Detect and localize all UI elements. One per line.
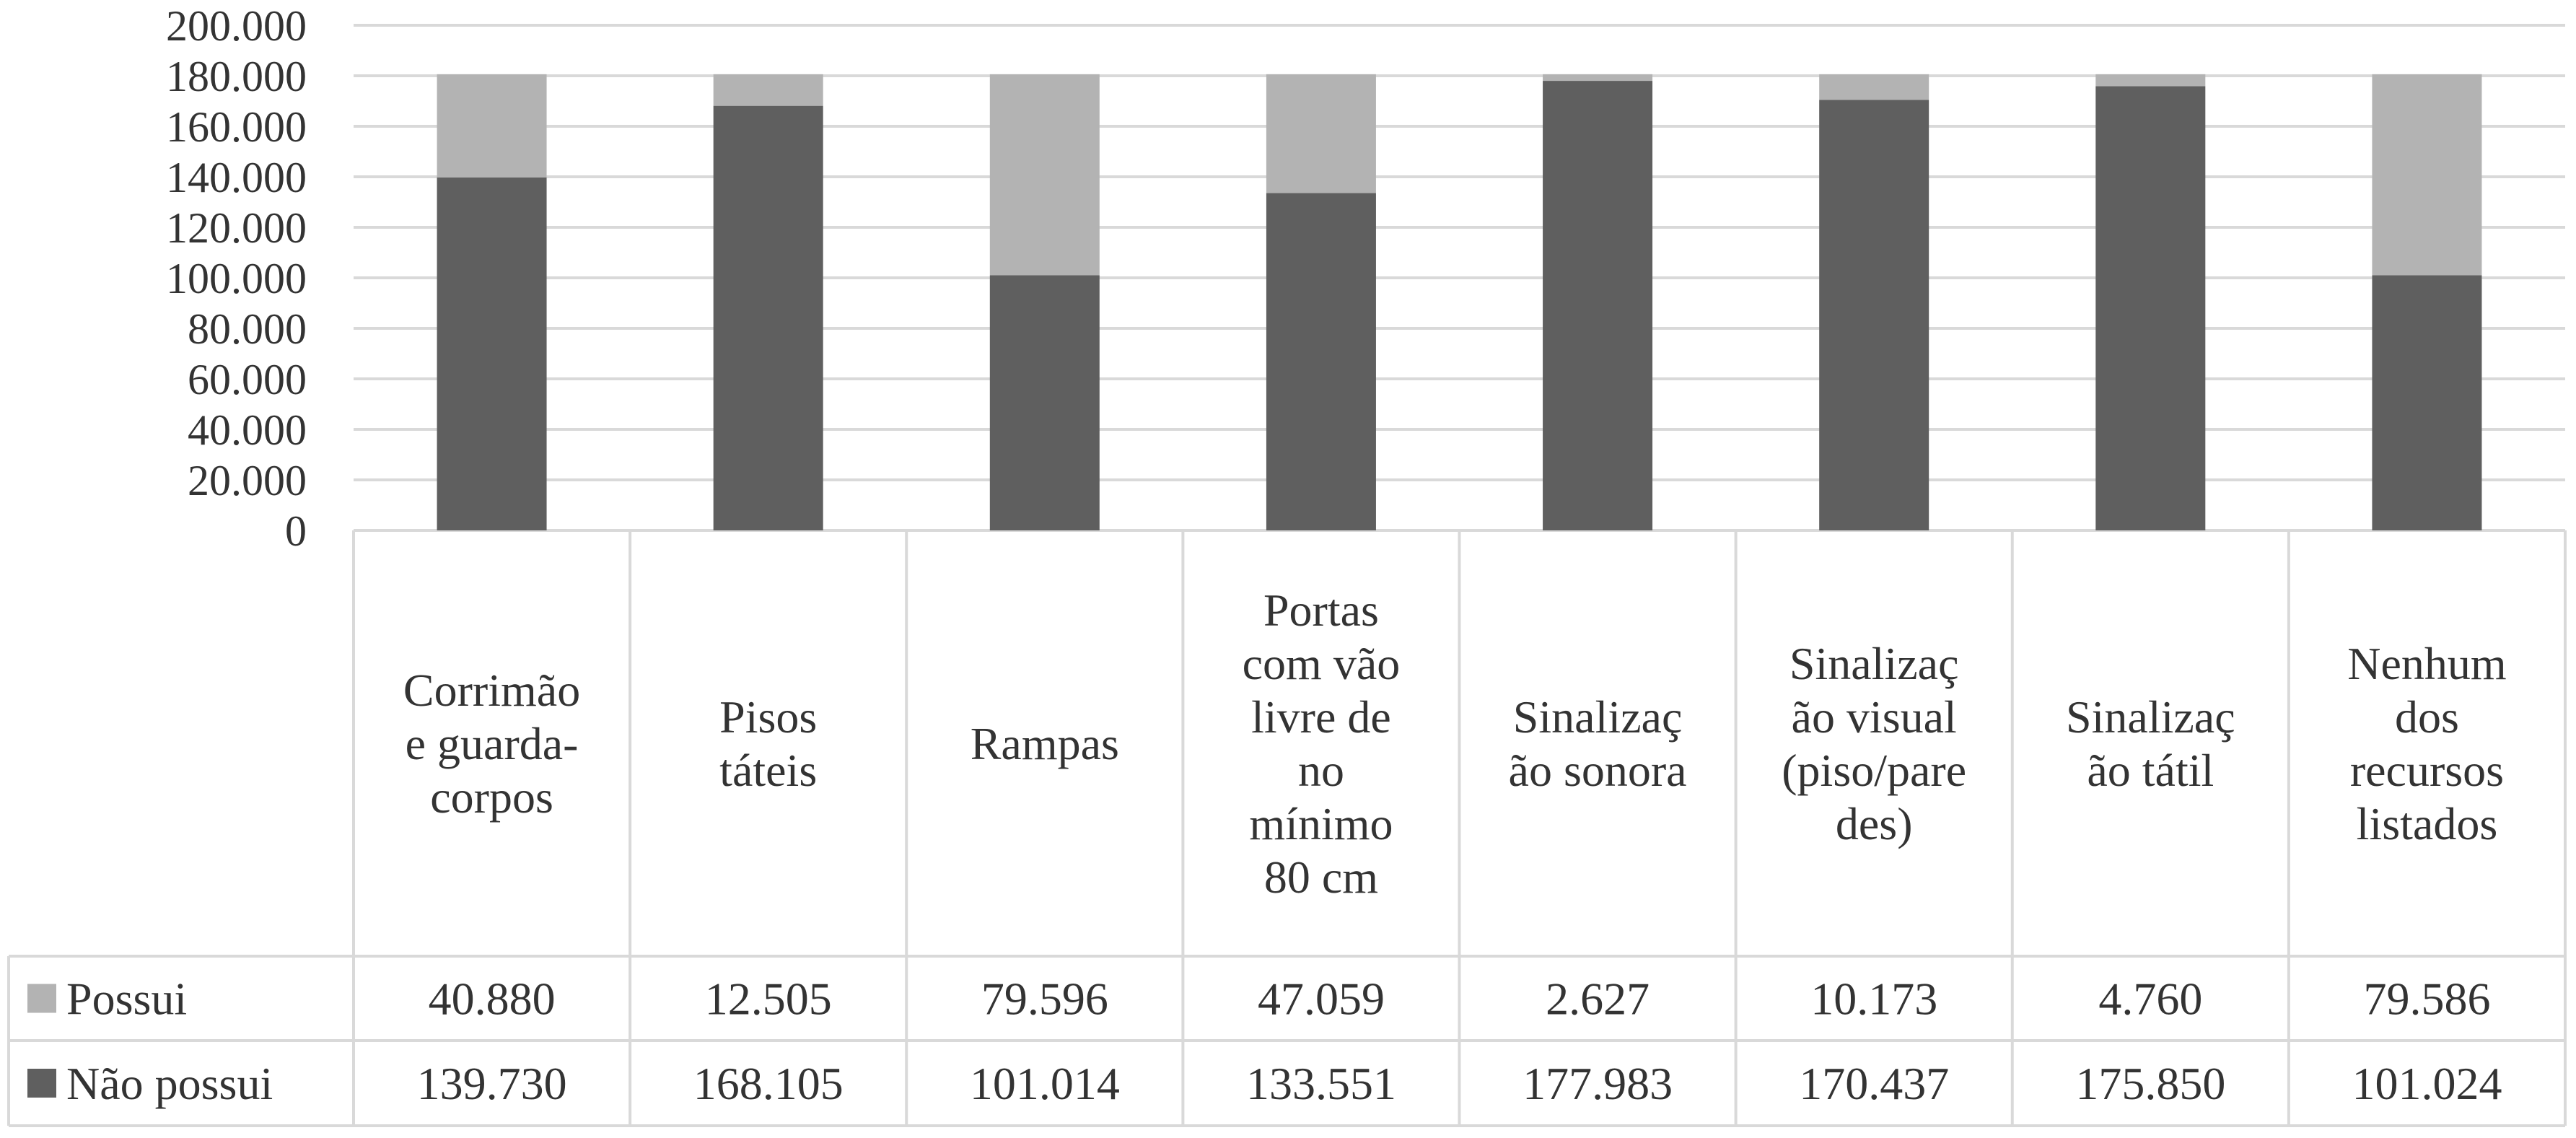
x-category-label: Pisos táteis: [719, 691, 817, 796]
x-category-label: Corrimão e guarda-corpos: [403, 665, 580, 823]
data-label: 177.983: [1523, 1058, 1673, 1109]
bar-nao-possui: [989, 275, 1100, 530]
bar-possui: [437, 74, 547, 178]
y-tick-label: 60.000: [188, 356, 307, 403]
data-label: 47.059: [1258, 973, 1385, 1025]
y-tick-label: 0: [285, 507, 307, 555]
data-label: 40.880: [429, 973, 556, 1025]
data-label: 133.551: [1246, 1058, 1396, 1109]
data-label: 170.437: [1799, 1058, 1949, 1109]
data-label: 101.014: [970, 1058, 1120, 1109]
bar-nao-possui: [2372, 275, 2482, 530]
bar-nao-possui: [1266, 193, 1376, 530]
x-category-label: Sinalizaç ão visual (piso/pare des): [1782, 638, 1966, 849]
legend-label: Não possui: [66, 1058, 273, 1109]
x-category-label: Nenhum dos recursos listados: [2347, 638, 2506, 849]
y-tick-label: 80.000: [188, 305, 307, 353]
x-category-label: Sinalizaç ão sonora: [1509, 691, 1687, 796]
data-label: 2.627: [1546, 973, 1650, 1025]
data-table: Corrimão e guarda-corpos Pisos táteis Rampas…: [7, 530, 2567, 1127]
bar-nao-possui: [1819, 100, 1929, 530]
x-category-label: Sinalizaç ão tátil: [2066, 691, 2235, 796]
x-category-label: Portas com vão livre de no mínimo 80 cm: [1243, 585, 1401, 903]
data-label: 10.173: [1810, 973, 1937, 1025]
data-label: 79.586: [2363, 973, 2490, 1025]
data-label: 175.850: [2075, 1058, 2225, 1109]
data-label: 4.760: [2098, 973, 2202, 1025]
y-tick-label: 100.000: [166, 255, 307, 302]
y-tick-label: 40.000: [188, 406, 307, 454]
y-tick-label: 120.000: [166, 204, 307, 252]
bar-nao-possui: [713, 105, 823, 530]
bar-possui: [989, 74, 1100, 276]
y-axis: 020.00040.00060.00080.000100.000120.0001…: [166, 2, 307, 555]
legend-key-possui: [27, 984, 56, 1013]
bar-possui: [2372, 74, 2482, 276]
data-label: 139.730: [417, 1058, 567, 1109]
bar-possui: [1543, 74, 1653, 82]
bar-nao-possui: [2095, 86, 2206, 530]
data-label: 12.505: [705, 973, 832, 1025]
data-label: 168.105: [693, 1058, 844, 1109]
x-category-label: Rampas: [971, 718, 1119, 769]
data-label: 101.024: [2352, 1058, 2502, 1109]
bar-possui: [2095, 74, 2206, 87]
data-label: 79.596: [981, 973, 1108, 1025]
bar-possui: [713, 74, 823, 106]
y-tick-label: 20.000: [188, 457, 307, 504]
y-tick-label: 200.000: [166, 2, 307, 50]
y-tick-label: 140.000: [166, 154, 307, 201]
bars: [437, 74, 2482, 530]
legend-key-nao-possui: [27, 1069, 56, 1098]
y-tick-label: 180.000: [166, 53, 307, 100]
bar-nao-possui: [437, 177, 547, 530]
legend-label: Possui: [66, 973, 187, 1025]
gridlines: [354, 24, 2565, 532]
bar-possui: [1819, 74, 1929, 100]
bar-possui: [1266, 74, 1376, 193]
bar-nao-possui: [1543, 81, 1653, 530]
y-tick-label: 160.000: [166, 103, 307, 151]
